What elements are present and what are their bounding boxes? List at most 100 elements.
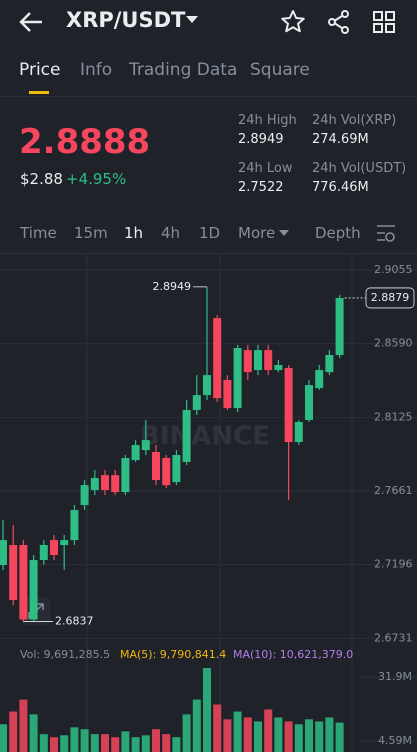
candle-body bbox=[29, 560, 38, 620]
pair-title[interactable]: XRP/USDT bbox=[66, 8, 186, 32]
volume-bar bbox=[0, 724, 7, 752]
candle-body bbox=[203, 375, 211, 396]
candle-body bbox=[274, 364, 283, 371]
volume-bar bbox=[162, 734, 171, 752]
low-label: 2.6837 bbox=[55, 615, 94, 628]
volume-bar bbox=[90, 734, 99, 752]
volume-bar bbox=[284, 721, 293, 752]
candle-body bbox=[325, 354, 334, 373]
candle-body bbox=[121, 458, 130, 493]
volume-bar bbox=[305, 719, 313, 752]
depth-tab[interactable]: Depth bbox=[315, 224, 361, 242]
volume-bar bbox=[172, 737, 181, 752]
volume-bar bbox=[213, 704, 222, 752]
chart-settings-icon[interactable] bbox=[374, 222, 398, 244]
stat-value: 2.8949 bbox=[238, 132, 284, 147]
volume-legend: MA(5): 9,790,841.4 bbox=[120, 648, 226, 661]
volume-bar bbox=[131, 737, 140, 752]
y-tick-label: 2.6731 bbox=[374, 631, 413, 644]
volume-legend: Vol: 9,691,285.5 bbox=[20, 648, 110, 661]
candle-body bbox=[223, 380, 232, 409]
share-icon[interactable] bbox=[326, 9, 352, 35]
volume-bar bbox=[29, 714, 38, 752]
candle-body bbox=[172, 454, 181, 483]
volume-bar bbox=[233, 711, 242, 752]
volume-bar bbox=[80, 729, 89, 752]
volume-bar bbox=[19, 699, 28, 752]
volume-tick-label: 4.59M bbox=[378, 734, 412, 747]
watermark: BINANCE bbox=[140, 422, 270, 452]
tab[interactable]: Square bbox=[250, 60, 310, 80]
candle-body bbox=[90, 477, 99, 491]
volume-bar bbox=[223, 719, 232, 752]
volume-bar bbox=[39, 734, 48, 752]
candle-body bbox=[131, 445, 140, 461]
candle-body bbox=[315, 370, 324, 389]
candle-body bbox=[162, 458, 171, 486]
candle-body bbox=[0, 540, 7, 565]
candle-body bbox=[233, 348, 242, 409]
divider bbox=[0, 96, 417, 97]
stat-value: 776.46M bbox=[312, 180, 369, 195]
more-icon bbox=[279, 230, 289, 236]
interval[interactable]: 4h bbox=[161, 224, 181, 242]
last-price-box bbox=[365, 287, 415, 309]
menu-grid-icon[interactable] bbox=[372, 10, 396, 34]
candle-body bbox=[305, 385, 313, 420]
last-price: 2.8888 bbox=[19, 122, 151, 162]
volume-bar bbox=[274, 717, 283, 752]
candle-body bbox=[335, 297, 344, 355]
volume-bar bbox=[192, 699, 201, 752]
dropdown-icon[interactable] bbox=[186, 15, 198, 25]
candle-body bbox=[60, 540, 69, 546]
candle-body bbox=[294, 422, 303, 442]
candle-body bbox=[192, 395, 201, 410]
stat-value: 2.7522 bbox=[238, 180, 284, 195]
stat-label: 24h Vol(XRP) bbox=[312, 113, 397, 128]
volume-bar bbox=[60, 735, 69, 752]
candle-body bbox=[80, 485, 89, 506]
interval[interactable]: 1D bbox=[199, 224, 221, 242]
usd-price: $2.88 bbox=[20, 170, 63, 188]
volume-bar bbox=[111, 737, 120, 752]
candle-body bbox=[264, 350, 273, 371]
volume-bar bbox=[70, 727, 79, 752]
candle-body bbox=[101, 475, 109, 491]
volume-tick-label: 31.9M bbox=[378, 670, 412, 683]
candle-body bbox=[182, 409, 191, 462]
tab[interactable]: Trading Data bbox=[129, 60, 238, 80]
y-tick-label: 2.7196 bbox=[374, 558, 413, 571]
y-tick-label: 2.8125 bbox=[374, 410, 413, 423]
interval-active[interactable]: 1h bbox=[124, 224, 144, 242]
volume-bar bbox=[294, 724, 303, 752]
candle-body bbox=[152, 451, 160, 481]
favorite-icon[interactable] bbox=[280, 9, 306, 35]
last-price-label: 2.8879 bbox=[371, 291, 410, 304]
candle-body bbox=[50, 540, 58, 555]
interval[interactable]: Time bbox=[20, 224, 57, 242]
tab-indicator bbox=[29, 91, 49, 94]
volume-bar bbox=[9, 711, 18, 752]
tab-active[interactable]: Price bbox=[19, 60, 61, 80]
interval-more[interactable]: More bbox=[238, 224, 276, 242]
back-icon[interactable] bbox=[18, 10, 44, 34]
candle-body bbox=[70, 509, 79, 541]
stat-label: 24h Low bbox=[238, 161, 293, 176]
volume-legend: MA(10): 10,621,379.0 bbox=[233, 648, 353, 661]
volume-bar bbox=[243, 717, 252, 752]
y-tick-label: 2.8590 bbox=[374, 337, 413, 350]
candle-body bbox=[213, 318, 222, 399]
divider bbox=[0, 253, 417, 254]
volume-bar bbox=[335, 722, 344, 752]
y-tick-label: 2.7661 bbox=[374, 484, 413, 497]
price-change: +4.95% bbox=[66, 170, 127, 188]
candle-body bbox=[39, 545, 48, 561]
candle-body bbox=[243, 350, 252, 373]
interval[interactable]: 15m bbox=[74, 224, 108, 242]
stat-label: 24h Vol(USDT) bbox=[312, 161, 407, 176]
tab[interactable]: Info bbox=[80, 60, 113, 80]
y-tick-label: 2.9055 bbox=[374, 263, 413, 276]
volume-bar bbox=[203, 668, 211, 752]
high-label: 2.8949 bbox=[153, 280, 192, 293]
